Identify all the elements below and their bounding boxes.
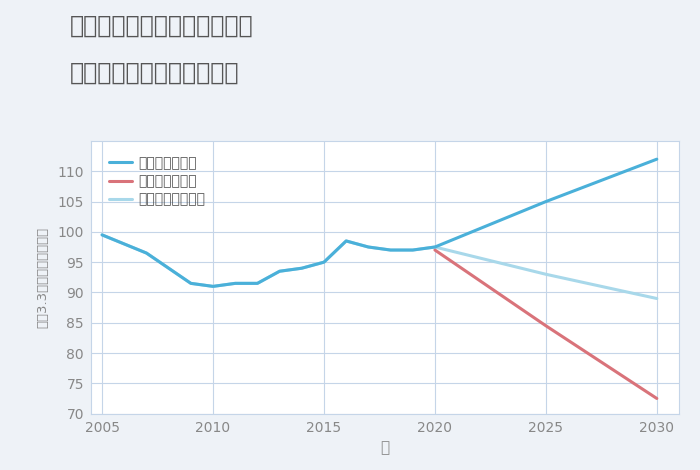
Line: バッドシナリオ: バッドシナリオ xyxy=(435,250,657,399)
バッドシナリオ xyxy=(430,247,439,253)
Line: ノーマルシナリオ: ノーマルシナリオ xyxy=(102,235,657,298)
ノーマルシナリオ xyxy=(231,281,239,286)
バッドシナリオ xyxy=(652,396,661,401)
グッドシナリオ xyxy=(542,199,550,204)
ノーマルシナリオ xyxy=(98,232,106,238)
グッドシナリオ xyxy=(209,283,217,289)
ノーマルシナリオ xyxy=(187,281,195,286)
Line: グッドシナリオ: グッドシナリオ xyxy=(102,159,657,286)
グッドシナリオ xyxy=(364,244,372,250)
ノーマルシナリオ xyxy=(542,272,550,277)
ノーマルシナリオ xyxy=(298,266,306,271)
グッドシナリオ xyxy=(430,244,439,250)
グッドシナリオ xyxy=(298,266,306,271)
ノーマルシナリオ xyxy=(409,247,417,253)
ノーマルシナリオ xyxy=(142,250,150,256)
グッドシナリオ xyxy=(652,157,661,162)
グッドシナリオ xyxy=(142,250,150,256)
グッドシナリオ xyxy=(275,268,284,274)
Legend: グッドシナリオ, バッドシナリオ, ノーマルシナリオ: グッドシナリオ, バッドシナリオ, ノーマルシナリオ xyxy=(104,151,211,212)
グッドシナリオ xyxy=(342,238,351,244)
Y-axis label: 坪（3.3㎡）単価（万円）: 坪（3.3㎡）単価（万円） xyxy=(36,227,49,328)
グッドシナリオ xyxy=(98,232,106,238)
グッドシナリオ xyxy=(409,247,417,253)
ノーマルシナリオ xyxy=(430,244,439,250)
ノーマルシナリオ xyxy=(209,283,217,289)
X-axis label: 年: 年 xyxy=(380,440,390,455)
ノーマルシナリオ xyxy=(386,247,395,253)
グッドシナリオ xyxy=(231,281,239,286)
ノーマルシナリオ xyxy=(364,244,372,250)
ノーマルシナリオ xyxy=(652,296,661,301)
グッドシナリオ xyxy=(320,259,328,265)
ノーマルシナリオ xyxy=(275,268,284,274)
ノーマルシナリオ xyxy=(253,281,262,286)
ノーマルシナリオ xyxy=(342,238,351,244)
バッドシナリオ xyxy=(542,323,550,329)
Text: 三重県伊賀市上野下幸坂町の: 三重県伊賀市上野下幸坂町の xyxy=(70,14,253,38)
Text: 中古マンションの価格推移: 中古マンションの価格推移 xyxy=(70,61,239,85)
グッドシナリオ xyxy=(253,281,262,286)
ノーマルシナリオ xyxy=(320,259,328,265)
グッドシナリオ xyxy=(386,247,395,253)
グッドシナリオ xyxy=(187,281,195,286)
